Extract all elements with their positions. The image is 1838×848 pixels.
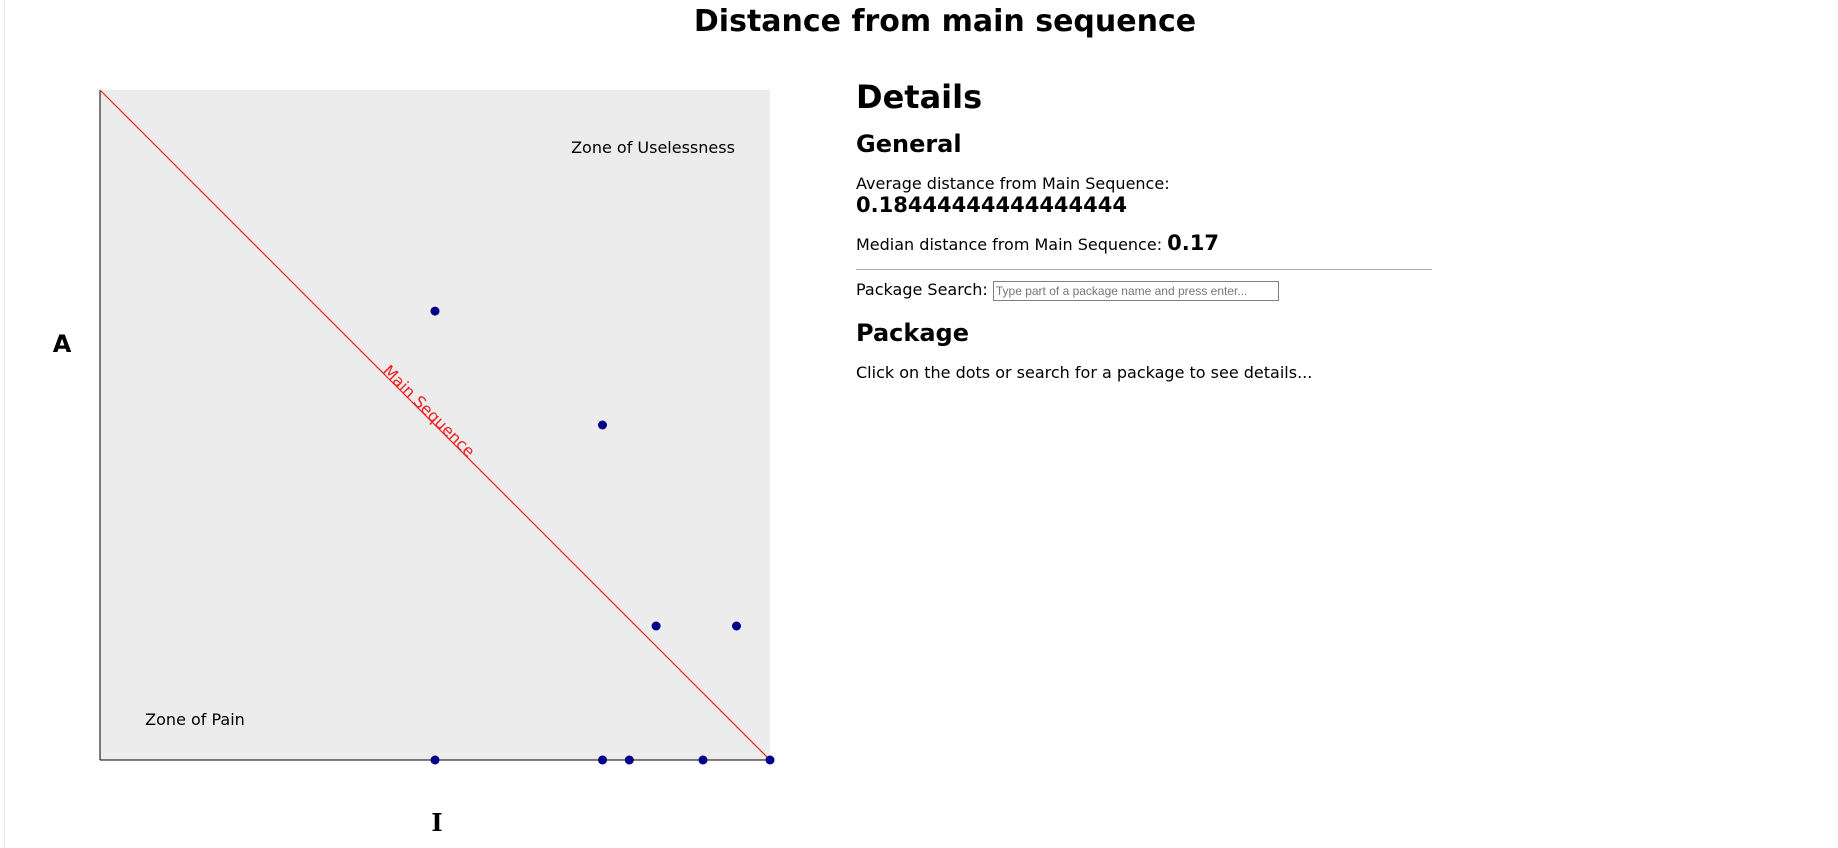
main-sequence-line [99, 89, 771, 761]
details-panel: Details General Average distance from Ma… [856, 78, 1432, 382]
data-point[interactable] [430, 306, 440, 316]
data-point[interactable] [624, 755, 634, 765]
general-heading: General [856, 130, 962, 158]
data-point[interactable] [698, 755, 708, 765]
data-points [430, 306, 775, 765]
y-axis-label: A [53, 330, 72, 358]
average-distance-row: Average distance from Main Sequence: 0.1… [856, 174, 1432, 217]
package-hint: Click on the dots or search for a packag… [856, 362, 1313, 382]
x-axis-label: I [431, 808, 442, 837]
left-border [4, 0, 5, 848]
data-point[interactable] [430, 755, 440, 765]
separator [856, 269, 1432, 270]
details-heading: Details [856, 78, 983, 116]
data-point[interactable] [598, 755, 607, 765]
package-search-row: Package Search: [856, 280, 1432, 301]
data-point[interactable] [598, 420, 607, 430]
package-search-label: Package Search: [856, 280, 988, 299]
data-point[interactable] [651, 621, 661, 631]
page-title: Distance from main sequence [693, 4, 1197, 39]
average-distance-value: 0.18444444444444444 [856, 193, 1127, 217]
median-distance-value: 0.17 [1167, 231, 1219, 255]
median-distance-label: Median distance from Main Sequence: [856, 235, 1163, 254]
zone-of-pain-label: Zone of Pain [145, 710, 245, 729]
package-search-input[interactable] [992, 280, 1279, 301]
data-point[interactable] [765, 755, 775, 765]
median-distance-row: Median distance from Main Sequence: 0.17 [856, 231, 1432, 255]
data-point[interactable] [732, 621, 741, 631]
scatter-chart: Main Sequence Zone of Uselessness Zone o… [53, 89, 775, 837]
zone-of-uselessness-label: Zone of Uselessness [571, 138, 735, 157]
average-distance-label: Average distance from Main Sequence: [856, 174, 1170, 193]
package-heading: Package [856, 318, 969, 347]
